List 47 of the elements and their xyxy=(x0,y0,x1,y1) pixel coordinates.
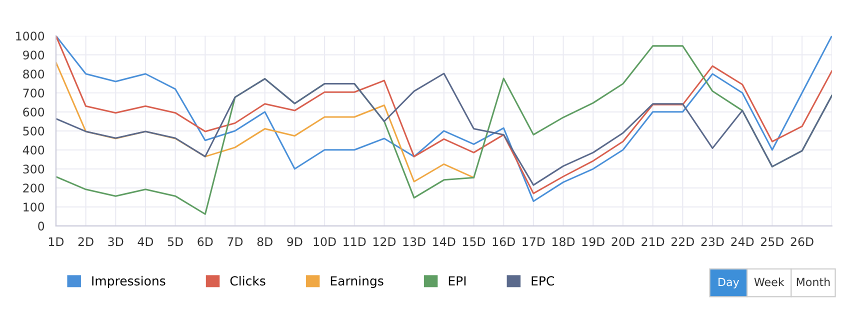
x-tick-label: 8D xyxy=(257,237,272,246)
x-tick-label: 19D xyxy=(582,237,604,246)
y-tick-label: 200 xyxy=(23,184,44,193)
x-tick-label: 13D xyxy=(403,237,426,246)
x-tick-label: 5D xyxy=(168,237,183,246)
y-tick-label: 300 xyxy=(23,164,44,174)
legend-label: Impressions xyxy=(92,276,166,288)
legend-label: EPI xyxy=(448,276,466,286)
x-tick-label: 26D xyxy=(790,237,814,246)
x-tick-label: 23D xyxy=(701,237,724,246)
line-series xyxy=(56,72,832,186)
x-tick-label: 24D xyxy=(731,237,754,246)
text: Month xyxy=(796,278,830,286)
y-tick-label: 700 xyxy=(23,88,44,98)
text: Week xyxy=(754,278,784,286)
x-tick-label: 6D xyxy=(198,237,213,246)
text: Day xyxy=(718,278,740,288)
line-series xyxy=(56,62,475,182)
x-tick-label: 11D xyxy=(344,237,366,246)
x-tick-label: 16D xyxy=(492,237,515,246)
x-tick-label: 20D xyxy=(612,237,634,246)
x-tick-label: 18D xyxy=(552,237,575,246)
x-tick-label: 14D xyxy=(433,237,456,246)
x-tick-label: 4D xyxy=(138,237,154,246)
y-tick-label: 600 xyxy=(23,108,44,117)
y-tick-label: 800 xyxy=(23,70,44,79)
x-tick-label: 3D xyxy=(108,237,124,246)
x-tick-label: 10D xyxy=(314,237,336,246)
y-tick-label: 100 xyxy=(24,202,44,212)
x-tick-label: 12D xyxy=(373,237,396,246)
y-tick-label: 900 xyxy=(23,50,44,60)
x-tick-label: 9D xyxy=(287,237,302,246)
legend-label: Earnings xyxy=(330,276,384,288)
y-tick-label: 400 xyxy=(22,146,44,155)
x-tick-label: 7D xyxy=(228,237,243,246)
y-tick-label: 1000 xyxy=(16,32,44,41)
y-tick-label: 0 xyxy=(38,222,44,231)
legend-label: EPC xyxy=(532,276,554,286)
legend-label: Clicks xyxy=(230,276,266,286)
x-tick-label: 2D xyxy=(78,237,94,246)
x-tick-label: 25D xyxy=(761,237,784,246)
x-tick-label: 22D xyxy=(671,237,694,246)
x-tick-label: 1D xyxy=(48,237,64,246)
x-tick-label: 15D xyxy=(463,237,486,246)
x-tick-label: 17D xyxy=(522,237,545,246)
y-tick-label: 500 xyxy=(23,126,44,136)
x-tick-label: 21D xyxy=(642,237,664,246)
